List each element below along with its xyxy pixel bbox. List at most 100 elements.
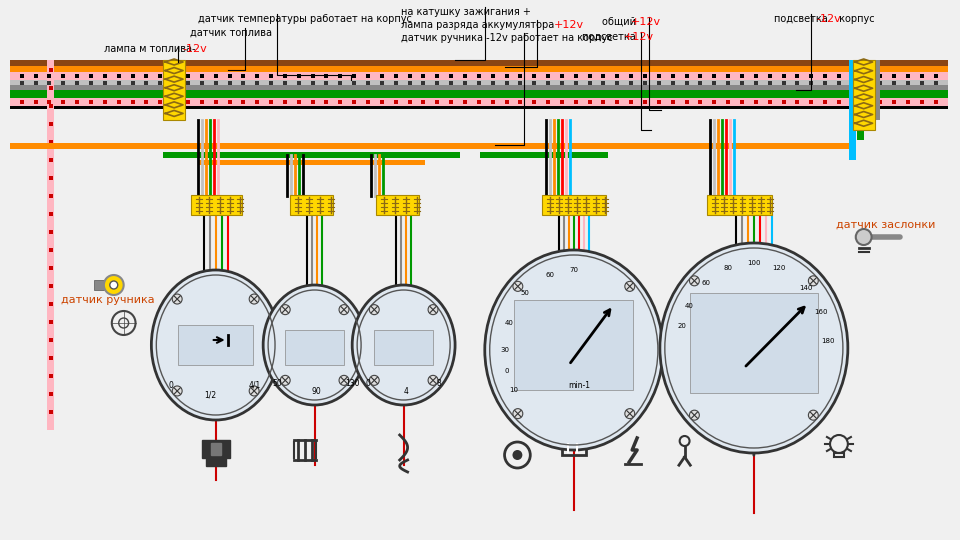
Text: корпус: корпус [836,14,875,24]
Text: +12v: +12v [624,32,655,42]
Text: общий: общий [602,17,638,27]
Bar [571,437,577,441]
Text: 60: 60 [702,280,710,286]
Bar [689,293,818,393]
Text: +12v: +12v [554,20,584,30]
Circle shape [855,229,872,245]
Circle shape [250,386,259,396]
Circle shape [513,450,522,460]
Bar [10,72,948,80]
Ellipse shape [263,285,366,405]
Text: 70: 70 [569,267,578,273]
Bar [593,143,851,149]
Text: 4/1: 4/1 [250,381,261,389]
Bar [198,160,425,165]
Circle shape [513,281,523,292]
Text: 0: 0 [366,379,371,388]
Bar [865,60,872,130]
Bar [10,90,948,98]
Text: +12v: +12v [631,17,661,27]
Bar [10,66,948,72]
Bar [211,443,221,455]
Circle shape [339,375,348,386]
Ellipse shape [660,243,848,453]
Text: -12v: -12v [816,14,841,24]
Bar [202,440,229,458]
Text: подсветка: подсветка [582,32,638,42]
Bar [290,195,333,215]
Text: -12v: -12v [182,44,206,54]
Bar [515,300,634,390]
Circle shape [280,305,290,315]
Circle shape [625,409,635,419]
Bar [852,60,875,130]
Circle shape [370,375,379,386]
Text: подсветка: подсветка [774,14,830,24]
Bar [562,441,586,455]
Circle shape [370,305,379,315]
Bar [849,60,855,160]
Text: 10: 10 [510,387,518,393]
Bar [178,325,253,365]
Circle shape [109,281,118,289]
Circle shape [428,375,438,386]
Text: на катушку зажигания +: на катушку зажигания + [400,7,531,17]
Bar [10,85,948,90]
Bar [708,195,772,215]
Ellipse shape [352,285,455,405]
Bar [834,453,844,457]
Circle shape [513,409,523,419]
Text: датчик температуры работает на корпус: датчик температуры работает на корпус [198,14,412,24]
Text: 50: 50 [520,291,529,296]
Bar [47,60,55,430]
Circle shape [808,276,818,286]
Circle shape [104,275,124,295]
Text: 1/2: 1/2 [204,390,217,400]
Circle shape [689,276,699,286]
Text: 0: 0 [169,381,174,389]
Bar [480,152,609,158]
Text: 130: 130 [345,379,359,388]
Text: датчик ручника: датчик ручника [61,295,155,305]
Ellipse shape [485,250,662,450]
Text: лампа м топлива-: лампа м топлива- [104,44,196,54]
Circle shape [625,281,635,292]
Text: датчик топлива: датчик топлива [190,28,272,38]
Text: 40: 40 [504,320,514,326]
Circle shape [339,305,348,315]
Text: 180: 180 [821,338,834,343]
Bar [10,60,948,66]
Bar [10,106,948,109]
Circle shape [280,375,290,386]
Text: 4: 4 [403,387,408,395]
Circle shape [689,410,699,420]
Bar [205,458,226,466]
Text: 8: 8 [437,379,442,388]
Text: датчик заслонки: датчик заслонки [836,220,935,230]
Text: 20: 20 [678,323,686,329]
Circle shape [428,305,438,315]
Text: 80: 80 [724,265,733,271]
Text: лампа разряда аккумулятора: лампа разряда аккумулятора [400,20,557,30]
Text: 90: 90 [312,387,322,395]
Text: 120: 120 [773,265,786,271]
Bar [10,143,851,149]
Bar [542,195,607,215]
Text: 100: 100 [747,260,760,266]
Text: 60: 60 [545,272,555,278]
Ellipse shape [152,270,280,420]
Bar [191,195,242,215]
Bar [376,195,420,215]
Bar [374,330,433,365]
Bar [163,152,460,158]
Text: 160: 160 [814,309,828,315]
Bar [94,280,104,290]
Bar [873,60,879,120]
Text: 140: 140 [800,285,813,291]
Text: 30: 30 [500,347,509,353]
Bar [856,60,864,140]
Circle shape [172,294,182,304]
Text: датчик ручника -12v работает на корпус: датчик ручника -12v работает на корпус [400,33,612,43]
Text: 40: 40 [685,302,694,308]
Circle shape [808,410,818,420]
